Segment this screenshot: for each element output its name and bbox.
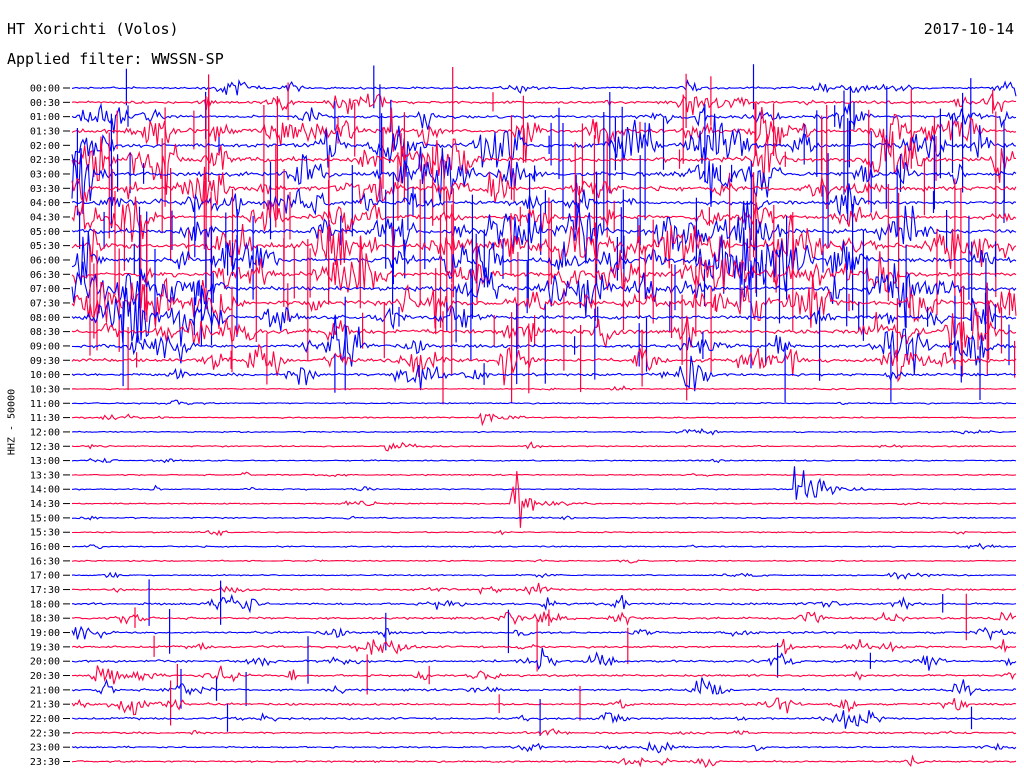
row-time-label: 21:30 — [30, 700, 60, 711]
trace-line — [71, 166, 1017, 206]
trace-line — [72, 728, 1017, 736]
row-time-label: 12:00 — [30, 427, 60, 438]
row-time-label: 04:30 — [30, 212, 60, 223]
trace-line — [72, 529, 1017, 537]
trace-line — [71, 558, 1017, 564]
trace-line — [71, 611, 1017, 626]
row-time-label: 03:30 — [30, 184, 60, 195]
trace-line — [71, 647, 1017, 671]
trace-line — [71, 710, 1017, 729]
trace-line — [71, 78, 1017, 97]
trace-line — [71, 146, 1017, 215]
row-time-label: 00:30 — [30, 98, 60, 109]
trace-line — [71, 385, 1017, 391]
row-time-label: 17:30 — [30, 585, 60, 596]
trace-line — [71, 593, 1017, 614]
trace-line — [71, 399, 1017, 406]
trace-line — [71, 200, 1017, 264]
trace-line — [71, 697, 1017, 716]
trace-line — [71, 196, 1017, 243]
trace-line — [71, 102, 1017, 134]
row-time-label: 22:00 — [30, 714, 60, 725]
trace-line — [71, 571, 1017, 580]
trace-line — [71, 471, 1017, 478]
row-time-label: 09:30 — [30, 356, 60, 367]
row-time-label: 12:30 — [30, 442, 60, 453]
row-time-label: 06:00 — [30, 255, 60, 266]
row-time-label: 05:30 — [30, 241, 60, 252]
trace-line — [71, 625, 1017, 641]
row-time-label: 16:00 — [30, 542, 60, 553]
row-time-label: 19:30 — [30, 642, 60, 653]
trace-line — [72, 665, 1017, 685]
trace-line — [71, 412, 1017, 427]
row-time-label: 01:00 — [30, 112, 60, 123]
row-time-label: 04:00 — [30, 198, 60, 209]
trace-line — [71, 542, 1016, 550]
row-time-label: 14:30 — [30, 499, 60, 510]
trace-line — [71, 343, 1017, 386]
row-time-label: 08:00 — [30, 313, 60, 324]
row-time-label: 18:00 — [30, 599, 60, 610]
row-time-label: 10:00 — [30, 370, 60, 381]
row-time-label: 16:30 — [30, 556, 60, 567]
row-time-label: 08:30 — [30, 327, 60, 338]
traces — [71, 64, 1017, 768]
trace-line — [71, 466, 1016, 500]
trace-line — [71, 457, 1017, 464]
row-time-label: 14:00 — [30, 485, 60, 496]
trace-line — [71, 355, 1017, 392]
row-time-label: 17:00 — [30, 571, 60, 582]
row-time-label: 05:00 — [30, 227, 60, 238]
row-time-label: 06:30 — [30, 270, 60, 281]
row-time-label: 19:00 — [30, 628, 60, 639]
trace-line — [71, 441, 1017, 452]
trace-line — [71, 428, 1017, 436]
row-time-label: 18:30 — [30, 614, 60, 625]
date-label: 2017-10-14 — [923, 20, 1014, 38]
row-time-label: 07:30 — [30, 298, 60, 309]
trace-line — [71, 91, 1017, 116]
trace-line — [71, 214, 1017, 269]
row-time-label: 15:00 — [30, 513, 60, 524]
trace-line — [71, 471, 1017, 528]
row-time-label: 21:00 — [30, 685, 60, 696]
trace-line — [71, 307, 1017, 357]
trace-line — [71, 515, 1017, 521]
row-time-label: 01:30 — [30, 126, 60, 137]
trace-line — [71, 235, 1017, 293]
trace-line — [71, 261, 1017, 328]
row-time-label: 20:00 — [30, 657, 60, 668]
row-time-label: 22:30 — [30, 728, 60, 739]
filter-label: Applied filter: WWSSN-SP — [7, 50, 224, 68]
row-time-label: 11:00 — [30, 399, 60, 410]
trace-line — [71, 582, 1017, 596]
trace-line — [71, 128, 1017, 195]
row-time-label: 02:30 — [30, 155, 60, 166]
row-time-label: 23:00 — [30, 743, 60, 754]
row-time-label: 03:00 — [30, 169, 60, 180]
trace-line — [71, 183, 1017, 218]
trace-line — [71, 638, 1017, 655]
row-time-label: 00:00 — [30, 84, 60, 95]
trace-line — [71, 754, 1017, 768]
row-time-label: 09:00 — [30, 341, 60, 352]
trace-line — [71, 106, 1017, 163]
trace-line — [71, 740, 1017, 754]
row-time-label: 23:30 — [30, 757, 60, 768]
row-time-label: 13:00 — [30, 456, 60, 467]
row-time-label: 15:30 — [30, 528, 60, 539]
row-time-label: 07:00 — [30, 284, 60, 295]
row-time-label: 11:30 — [30, 413, 60, 424]
trace-line — [71, 227, 1017, 294]
row-time-label: 02:00 — [30, 141, 60, 152]
trace-line — [71, 677, 1017, 697]
row-time-label: 10:30 — [30, 384, 60, 395]
row-time-label: 13:30 — [30, 470, 60, 481]
trace-line — [71, 314, 1017, 375]
row-time-label: 20:30 — [30, 671, 60, 682]
station-title: HT Xorichti (Volos) — [7, 20, 179, 38]
trace-line — [71, 113, 1017, 177]
